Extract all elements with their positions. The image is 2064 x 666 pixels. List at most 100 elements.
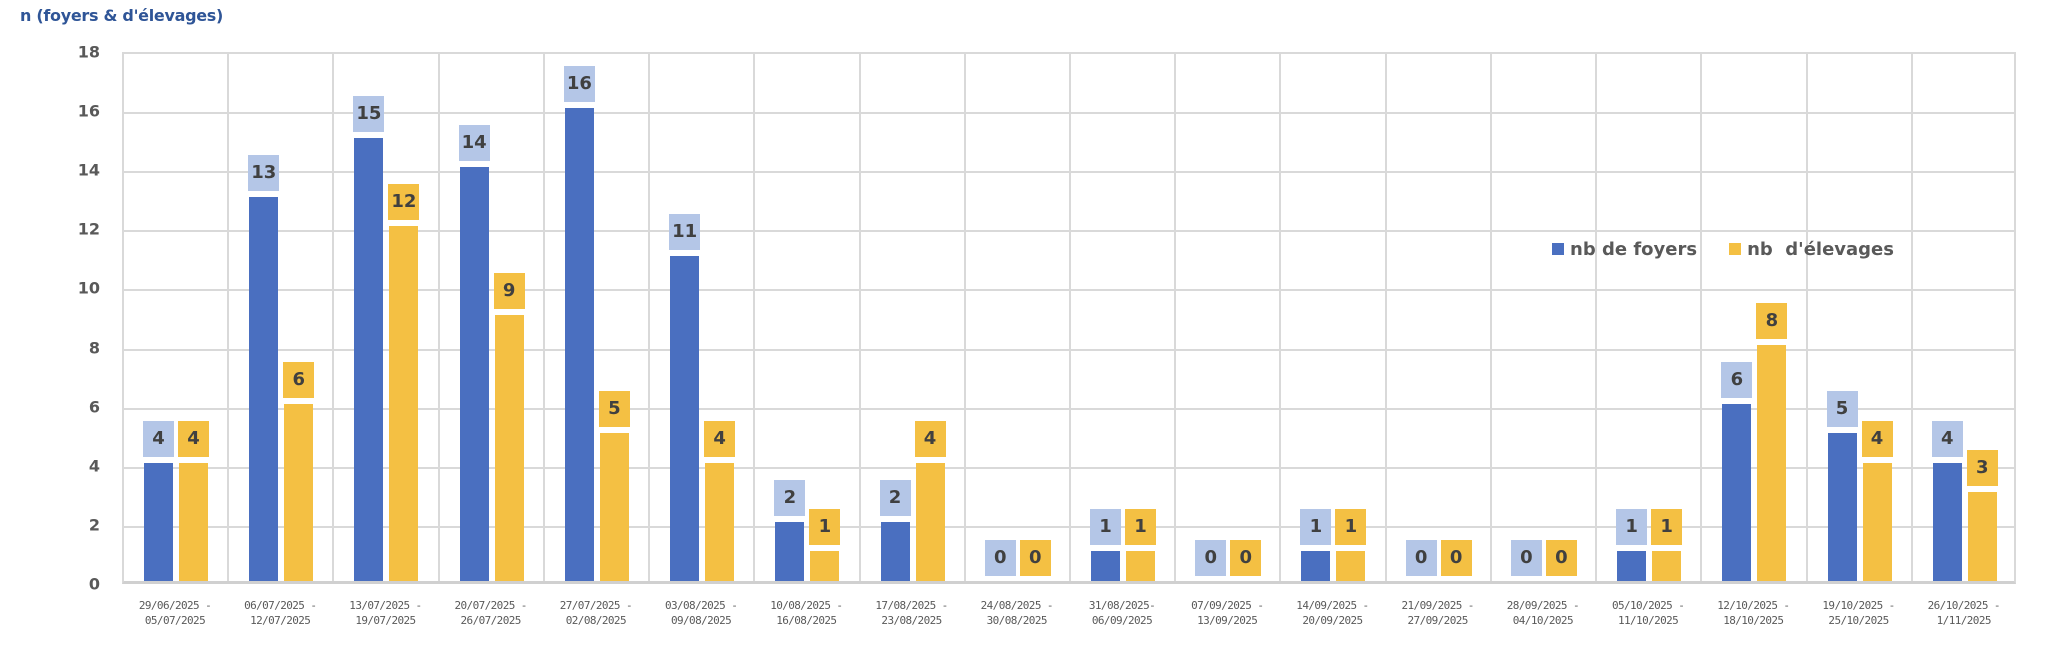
gridline-vertical (332, 54, 335, 581)
data-label-elevages: 0 (1440, 540, 1472, 576)
gridline-vertical (1910, 54, 1913, 581)
y-tick-label: 16 (77, 101, 100, 121)
data-label-elevages: 1 (809, 509, 841, 546)
bar-elevages (1336, 551, 1366, 581)
gridline-vertical (1069, 54, 1071, 581)
data-label-foyers: 6 (1721, 361, 1753, 398)
x-tick-label-start: 26/10/2025 - (1927, 599, 2001, 612)
bar-elevages (494, 315, 524, 581)
y-tick-label: 2 (88, 515, 100, 535)
gridline-vertical (437, 54, 440, 581)
bar-foyers (354, 137, 384, 581)
data-label-elevages: 3 (1966, 450, 1998, 487)
x-tick-label-end: 19/07/2025 (355, 614, 416, 627)
bar-foyers (564, 108, 594, 581)
legend-label: nb de foyers (1570, 238, 1698, 260)
x-tick-label-end: 12/07/2025 (250, 614, 311, 627)
legend-item-elevages[interactable]: nb d'élevages (1729, 239, 1894, 260)
gridline-vertical (227, 54, 230, 581)
x-tick-label: 29/06/2025 - 05/07/2025 (122, 598, 228, 628)
bar-foyers (1722, 403, 1752, 581)
x-tick-label: 19/10/2025 - 25/10/2025 (1806, 598, 1912, 628)
gridline-vertical (858, 54, 861, 581)
data-label-foyers: 2 (879, 479, 911, 516)
data-label-foyers: 15 (353, 95, 385, 132)
bar-elevages (1757, 344, 1787, 581)
legend: nb de foyers nb d'élevages (1552, 237, 1926, 261)
x-tick-label: 27/07/2025 - 02/08/2025 (543, 598, 649, 628)
x-tick-label: 28/09/2025 - 04/10/2025 (1490, 598, 1596, 628)
data-label-elevages: 0 (1545, 540, 1577, 576)
bar-elevages (389, 226, 419, 581)
data-label-foyers: 1 (1616, 509, 1648, 546)
y-tick-label: 18 (77, 42, 100, 62)
data-label-elevages: 1 (1125, 509, 1156, 546)
x-tick-label: 06/07/2025 - 12/07/2025 (227, 598, 333, 628)
data-label-foyers: 4 (143, 420, 174, 457)
x-tick-label: 24/08/2025 - 30/08/2025 (964, 598, 1070, 628)
legend-swatch-blue-icon (1552, 243, 1564, 255)
y-tick-label: 10 (77, 278, 100, 298)
x-tick-label-end: 02/08/2025 (565, 614, 627, 627)
bar-elevages (1126, 551, 1155, 581)
data-label-foyers: 0 (984, 540, 1016, 576)
data-label-foyers: 2 (774, 479, 806, 516)
y-tick-label: 14 (77, 160, 100, 180)
x-tick-label-end: 05/07/2025 (144, 614, 206, 627)
x-tick-label-start: 24/08/2025 - (980, 599, 1054, 612)
y-tick-label: 0 (88, 574, 100, 594)
x-tick-label: 05/10/2025 - 11/10/2025 (1595, 598, 1701, 628)
gridline-vertical (1595, 54, 1598, 581)
data-label-elevages: 12 (388, 184, 420, 221)
bar-foyers (144, 462, 173, 581)
x-tick-label-start: 12/10/2025 - (1717, 599, 1790, 612)
x-tick-label: 13/07/2025 - 19/07/2025 (332, 598, 438, 628)
x-tick-label-end: 30/08/2025 (986, 614, 1048, 627)
legend-swatch-yellow-icon (1729, 243, 1742, 255)
data-label-foyers: 4 (1931, 420, 1963, 457)
x-tick-label: 03/08/2025 - 09/08/2025 (648, 598, 754, 628)
x-tick-label-end: 09/08/2025 (670, 614, 732, 627)
x-tick-label-start: 28/09/2025 - (1506, 599, 1580, 612)
bar-elevages (284, 403, 314, 581)
x-tick-label-end: 18/10/2025 (1723, 614, 1784, 627)
x-tick-label-end: 1/11/2025 (1936, 614, 1992, 627)
x-tick-label-end: 25/10/2025 (1828, 614, 1889, 627)
x-tick-label-start: 19/10/2025 - (1822, 599, 1895, 612)
bar-elevages (599, 433, 629, 581)
x-tick-label-start: 13/07/2025 - (349, 599, 422, 612)
x-tick-label-start: 27/07/2025 - (559, 599, 633, 612)
data-label-foyers: 1 (1300, 509, 1332, 546)
data-label-foyers: 5 (1826, 391, 1858, 428)
bar-foyers (880, 521, 910, 581)
data-label-elevages: 4 (704, 420, 736, 457)
x-tick-label-start: 06/07/2025 - (244, 599, 317, 612)
x-tick-label-end: 20/09/2025 (1302, 614, 1363, 627)
y-tick-label: 6 (88, 397, 100, 417)
x-tick-label: 21/09/2025 - 27/09/2025 (1385, 598, 1491, 628)
x-tick-label: 14/09/2025 - 20/09/2025 (1279, 598, 1385, 628)
x-tick-label: 07/09/2025 - 13/09/2025 (1174, 598, 1280, 628)
bar-foyers (459, 167, 489, 581)
x-tick-label: 26/10/2025 - 1/11/2025 (1911, 598, 2017, 628)
x-tick-label-start: 03/08/2025 - (664, 599, 738, 612)
bar-foyers (775, 521, 805, 581)
legend-item-foyers[interactable]: nb de foyers (1552, 239, 1697, 260)
y-tick-label: 4 (88, 456, 100, 476)
bar-foyers (1301, 551, 1331, 581)
x-tick-label-end: 23/08/2025 (881, 614, 942, 627)
gridline-vertical (753, 54, 756, 581)
data-label-foyers: 1 (1090, 509, 1121, 546)
data-label-elevages: 9 (493, 273, 525, 309)
x-tick-label-end: 27/09/2025 (1407, 614, 1469, 627)
x-tick-label-end: 26/07/2025 (460, 614, 522, 627)
data-label-elevages: 4 (178, 420, 209, 457)
bar-elevages (810, 551, 840, 581)
bar-elevages (1652, 551, 1682, 581)
data-label-elevages: 1 (1335, 509, 1367, 546)
bar-elevages (915, 462, 945, 581)
legend-label: nb d'élevages (1747, 238, 1894, 260)
x-tick-label-end: 11/10/2025 (1617, 614, 1679, 627)
y-tick-label: 8 (88, 338, 100, 358)
bar-elevages (1967, 492, 1997, 581)
